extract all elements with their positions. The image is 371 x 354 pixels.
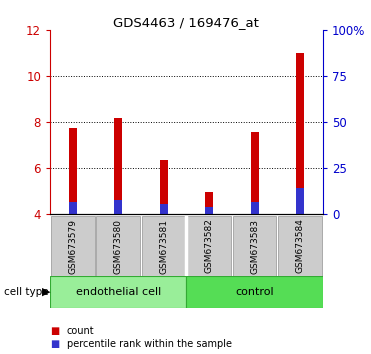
- Text: GSM673581: GSM673581: [159, 218, 168, 274]
- Bar: [114, 118, 122, 214]
- Bar: [187, 276, 323, 308]
- Text: GSM673584: GSM673584: [296, 218, 305, 274]
- Text: GSM673579: GSM673579: [68, 218, 77, 274]
- Bar: [205, 192, 213, 214]
- Text: endothelial cell: endothelial cell: [76, 287, 161, 297]
- Bar: [160, 204, 168, 214]
- Text: ▶: ▶: [42, 287, 50, 297]
- Text: percentile rank within the sample: percentile rank within the sample: [67, 339, 232, 349]
- Bar: [250, 201, 259, 214]
- Text: GSM673582: GSM673582: [205, 218, 214, 274]
- Bar: [69, 201, 77, 214]
- Text: control: control: [235, 287, 274, 297]
- Text: ■: ■: [50, 339, 59, 349]
- Bar: [142, 216, 186, 276]
- Bar: [205, 207, 213, 214]
- Bar: [278, 216, 322, 276]
- Title: GDS4463 / 169476_at: GDS4463 / 169476_at: [114, 16, 259, 29]
- Bar: [114, 200, 122, 214]
- Bar: [51, 216, 95, 276]
- Text: cell type: cell type: [4, 287, 48, 297]
- Text: count: count: [67, 326, 94, 336]
- Bar: [250, 132, 259, 214]
- Text: GSM673580: GSM673580: [114, 218, 123, 274]
- Bar: [50, 276, 187, 308]
- Text: GSM673583: GSM673583: [250, 218, 259, 274]
- Bar: [160, 160, 168, 214]
- Bar: [187, 216, 231, 276]
- Text: ■: ■: [50, 326, 59, 336]
- Bar: [296, 53, 304, 214]
- Bar: [296, 188, 304, 214]
- Bar: [69, 128, 77, 214]
- Bar: [233, 216, 276, 276]
- Bar: [96, 216, 140, 276]
